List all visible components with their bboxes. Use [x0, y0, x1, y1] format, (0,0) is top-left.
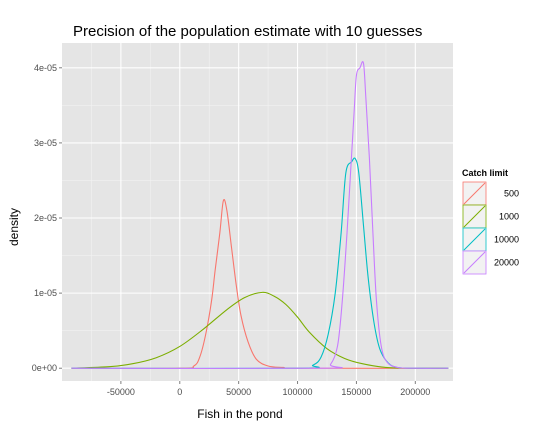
legend-key-line — [463, 182, 486, 205]
legend-key-line — [463, 228, 486, 251]
legend-key-line — [463, 205, 486, 228]
series-layer — [71, 61, 449, 370]
y-axis-title: density — [7, 208, 21, 246]
legend-label-20000: 20000 — [494, 258, 519, 268]
x-tick-label: 150000 — [341, 387, 371, 397]
legend-label-10000: 10000 — [494, 235, 519, 245]
x-tick-label: 200000 — [400, 387, 430, 397]
x-tick-label: 0 — [177, 387, 182, 397]
series-line-1000 — [71, 291, 449, 369]
legend-label-1000: 1000 — [499, 212, 519, 222]
y-tick-label: 1e-05 — [34, 288, 57, 298]
x-axis-title: Fish in the pond — [197, 407, 282, 421]
y-tick-label: 0e+00 — [32, 363, 57, 373]
x-tick-label: -50000 — [107, 387, 135, 397]
legend-label-500: 500 — [504, 189, 519, 199]
y-tick-label: 2e-05 — [34, 213, 57, 223]
x-tick-label: 50000 — [226, 387, 251, 397]
x-tick-label: 100000 — [283, 387, 313, 397]
series-line-500 — [71, 199, 449, 369]
legend-key-line — [463, 251, 486, 274]
legend-title: Catch limit — [462, 168, 508, 178]
legend: Catch limit 500 1000 10000 20000 — [462, 168, 519, 275]
chart-title: Precision of the population estimate wit… — [73, 23, 422, 40]
y-tick-label: 3e-05 — [34, 138, 57, 148]
plot-panel — [62, 43, 453, 381]
legend-keys: 500 1000 10000 20000 — [462, 181, 519, 275]
grid-layer — [62, 43, 453, 381]
axis-layer: -50000 0 50000 100000 150000 200000 0e+00 1e-05… — [32, 63, 431, 397]
y-tick-label: 4e-05 — [34, 63, 57, 73]
series-line-20000 — [71, 61, 449, 370]
